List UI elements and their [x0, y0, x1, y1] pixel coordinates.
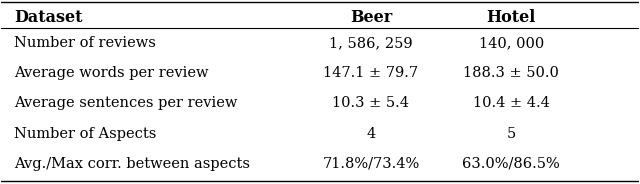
Text: 188.3 ± 50.0: 188.3 ± 50.0: [463, 66, 559, 80]
Text: Avg./Max corr. between aspects: Avg./Max corr. between aspects: [14, 157, 250, 171]
Text: 1, 586, 259: 1, 586, 259: [329, 36, 413, 50]
Text: Dataset: Dataset: [14, 9, 83, 26]
Text: Number of reviews: Number of reviews: [14, 36, 156, 50]
Text: 4: 4: [366, 127, 376, 141]
Text: 10.3 ± 5.4: 10.3 ± 5.4: [332, 96, 410, 110]
Text: Average words per review: Average words per review: [14, 66, 209, 80]
Text: Number of Aspects: Number of Aspects: [14, 127, 157, 141]
Text: 63.0%/86.5%: 63.0%/86.5%: [462, 157, 560, 171]
Text: Beer: Beer: [350, 9, 392, 26]
Text: 10.4 ± 4.4: 10.4 ± 4.4: [473, 96, 550, 110]
Text: 71.8%/73.4%: 71.8%/73.4%: [323, 157, 420, 171]
Text: Hotel: Hotel: [486, 9, 536, 26]
Text: Average sentences per review: Average sentences per review: [14, 96, 237, 110]
Text: 5: 5: [506, 127, 516, 141]
Text: 147.1 ± 79.7: 147.1 ± 79.7: [323, 66, 419, 80]
Text: 140, 000: 140, 000: [479, 36, 544, 50]
